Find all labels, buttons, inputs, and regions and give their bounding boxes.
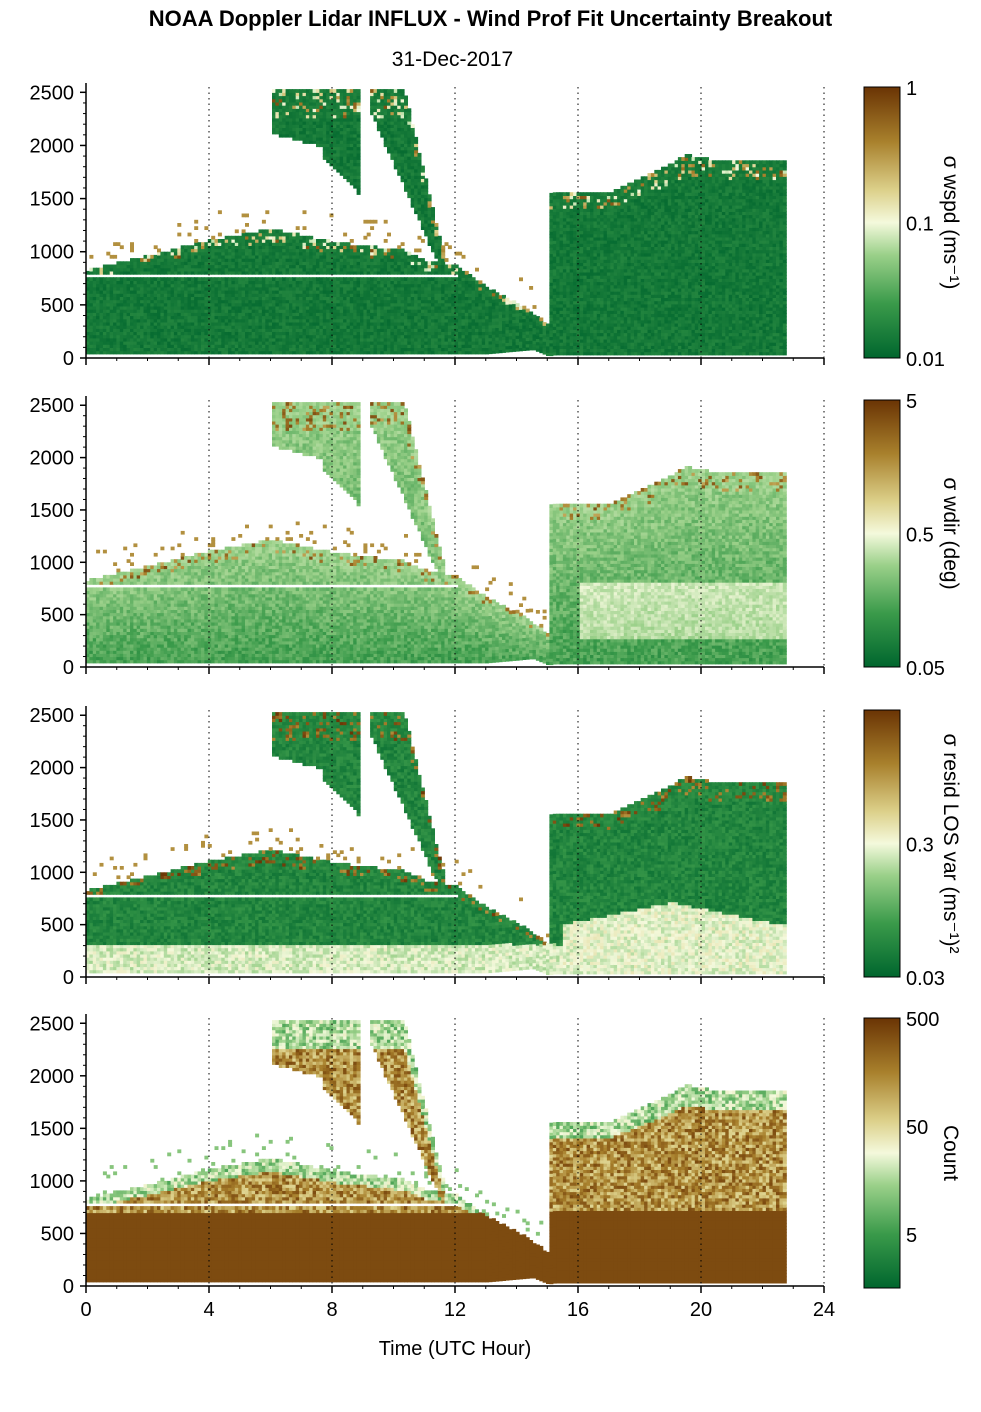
heatmap-cell — [265, 210, 269, 214]
heatmap-cell — [137, 277, 141, 281]
heatmap-cell — [336, 277, 340, 281]
heatmap-cell — [181, 245, 185, 249]
heatmap-cell — [177, 233, 181, 237]
heatmap-cell — [279, 89, 283, 93]
heatmap-cell — [245, 214, 249, 218]
heatmap-cell — [204, 242, 208, 246]
heatmap-cell — [218, 239, 222, 243]
heatmap-cell — [245, 223, 249, 227]
heatmap-cell — [292, 89, 296, 93]
heatmap-cell — [225, 236, 229, 240]
heatmap-cell — [303, 210, 307, 214]
heatmap-cell — [235, 229, 239, 233]
heatmap-cell — [218, 233, 222, 237]
heatmap-cell — [194, 277, 198, 281]
heatmap-cell — [370, 226, 374, 230]
heatmap-cell — [147, 277, 151, 281]
heatmap-cell — [262, 220, 266, 224]
heatmap-cell — [177, 223, 181, 227]
heatmap-cell — [225, 277, 229, 281]
heatmap-cell — [194, 226, 198, 230]
heatmap-cell — [279, 229, 283, 233]
heatmap-cell — [160, 252, 164, 256]
heatmap-cell — [167, 277, 171, 281]
heatmap-cell — [336, 242, 340, 246]
heatmap-cell — [137, 258, 141, 262]
heatmap-cell — [238, 236, 242, 240]
heatmap-cell — [174, 277, 178, 281]
heatmap-cell — [265, 277, 269, 281]
heatmap-cell — [89, 255, 93, 259]
heatmap-cell — [167, 252, 171, 256]
heatmap-cell — [147, 255, 151, 259]
heatmap-cell — [204, 226, 208, 230]
heatmap-cell — [367, 233, 371, 237]
heatmap-cell — [336, 89, 340, 93]
heatmap-cell — [357, 89, 361, 93]
heatmap-cell — [218, 210, 222, 214]
heatmap-cell — [174, 249, 178, 253]
heatmap-cell — [181, 277, 185, 281]
heatmap-cell — [303, 226, 307, 230]
heatmap-cell — [120, 245, 124, 249]
heatmap-cell — [160, 277, 164, 281]
heatmap-cell — [204, 277, 208, 281]
heatmap-cell — [279, 277, 283, 281]
heatmap-cell — [350, 239, 354, 243]
heatmap-cell — [188, 233, 192, 237]
heatmap-cell — [350, 277, 354, 281]
heatmap-cell — [194, 239, 198, 243]
heatmap-cell — [343, 233, 347, 237]
heatmap-cell — [113, 255, 117, 259]
heatmap-cell — [374, 220, 378, 224]
heatmap-cell — [323, 277, 327, 281]
heatmap-cell — [350, 245, 354, 249]
heatmap-cell — [350, 89, 354, 93]
heatmap-cell — [130, 242, 134, 246]
heatmap-cell — [292, 233, 296, 237]
heatmap-panel-1 — [86, 89, 787, 356]
heatmap-cell — [231, 277, 235, 281]
heatmap-cell — [323, 89, 327, 93]
heatmap-cell — [292, 277, 296, 281]
heatmap-cell — [252, 233, 256, 237]
heatmap-cell — [238, 277, 242, 281]
heatmap-cell — [231, 236, 235, 240]
heatmap-cell — [252, 277, 256, 281]
heatmap-cell — [265, 229, 269, 233]
heatmap-cell — [194, 220, 198, 224]
heatmap-cell — [323, 239, 327, 243]
heatmap-cell — [218, 277, 222, 281]
heatmap-cell — [296, 226, 300, 230]
